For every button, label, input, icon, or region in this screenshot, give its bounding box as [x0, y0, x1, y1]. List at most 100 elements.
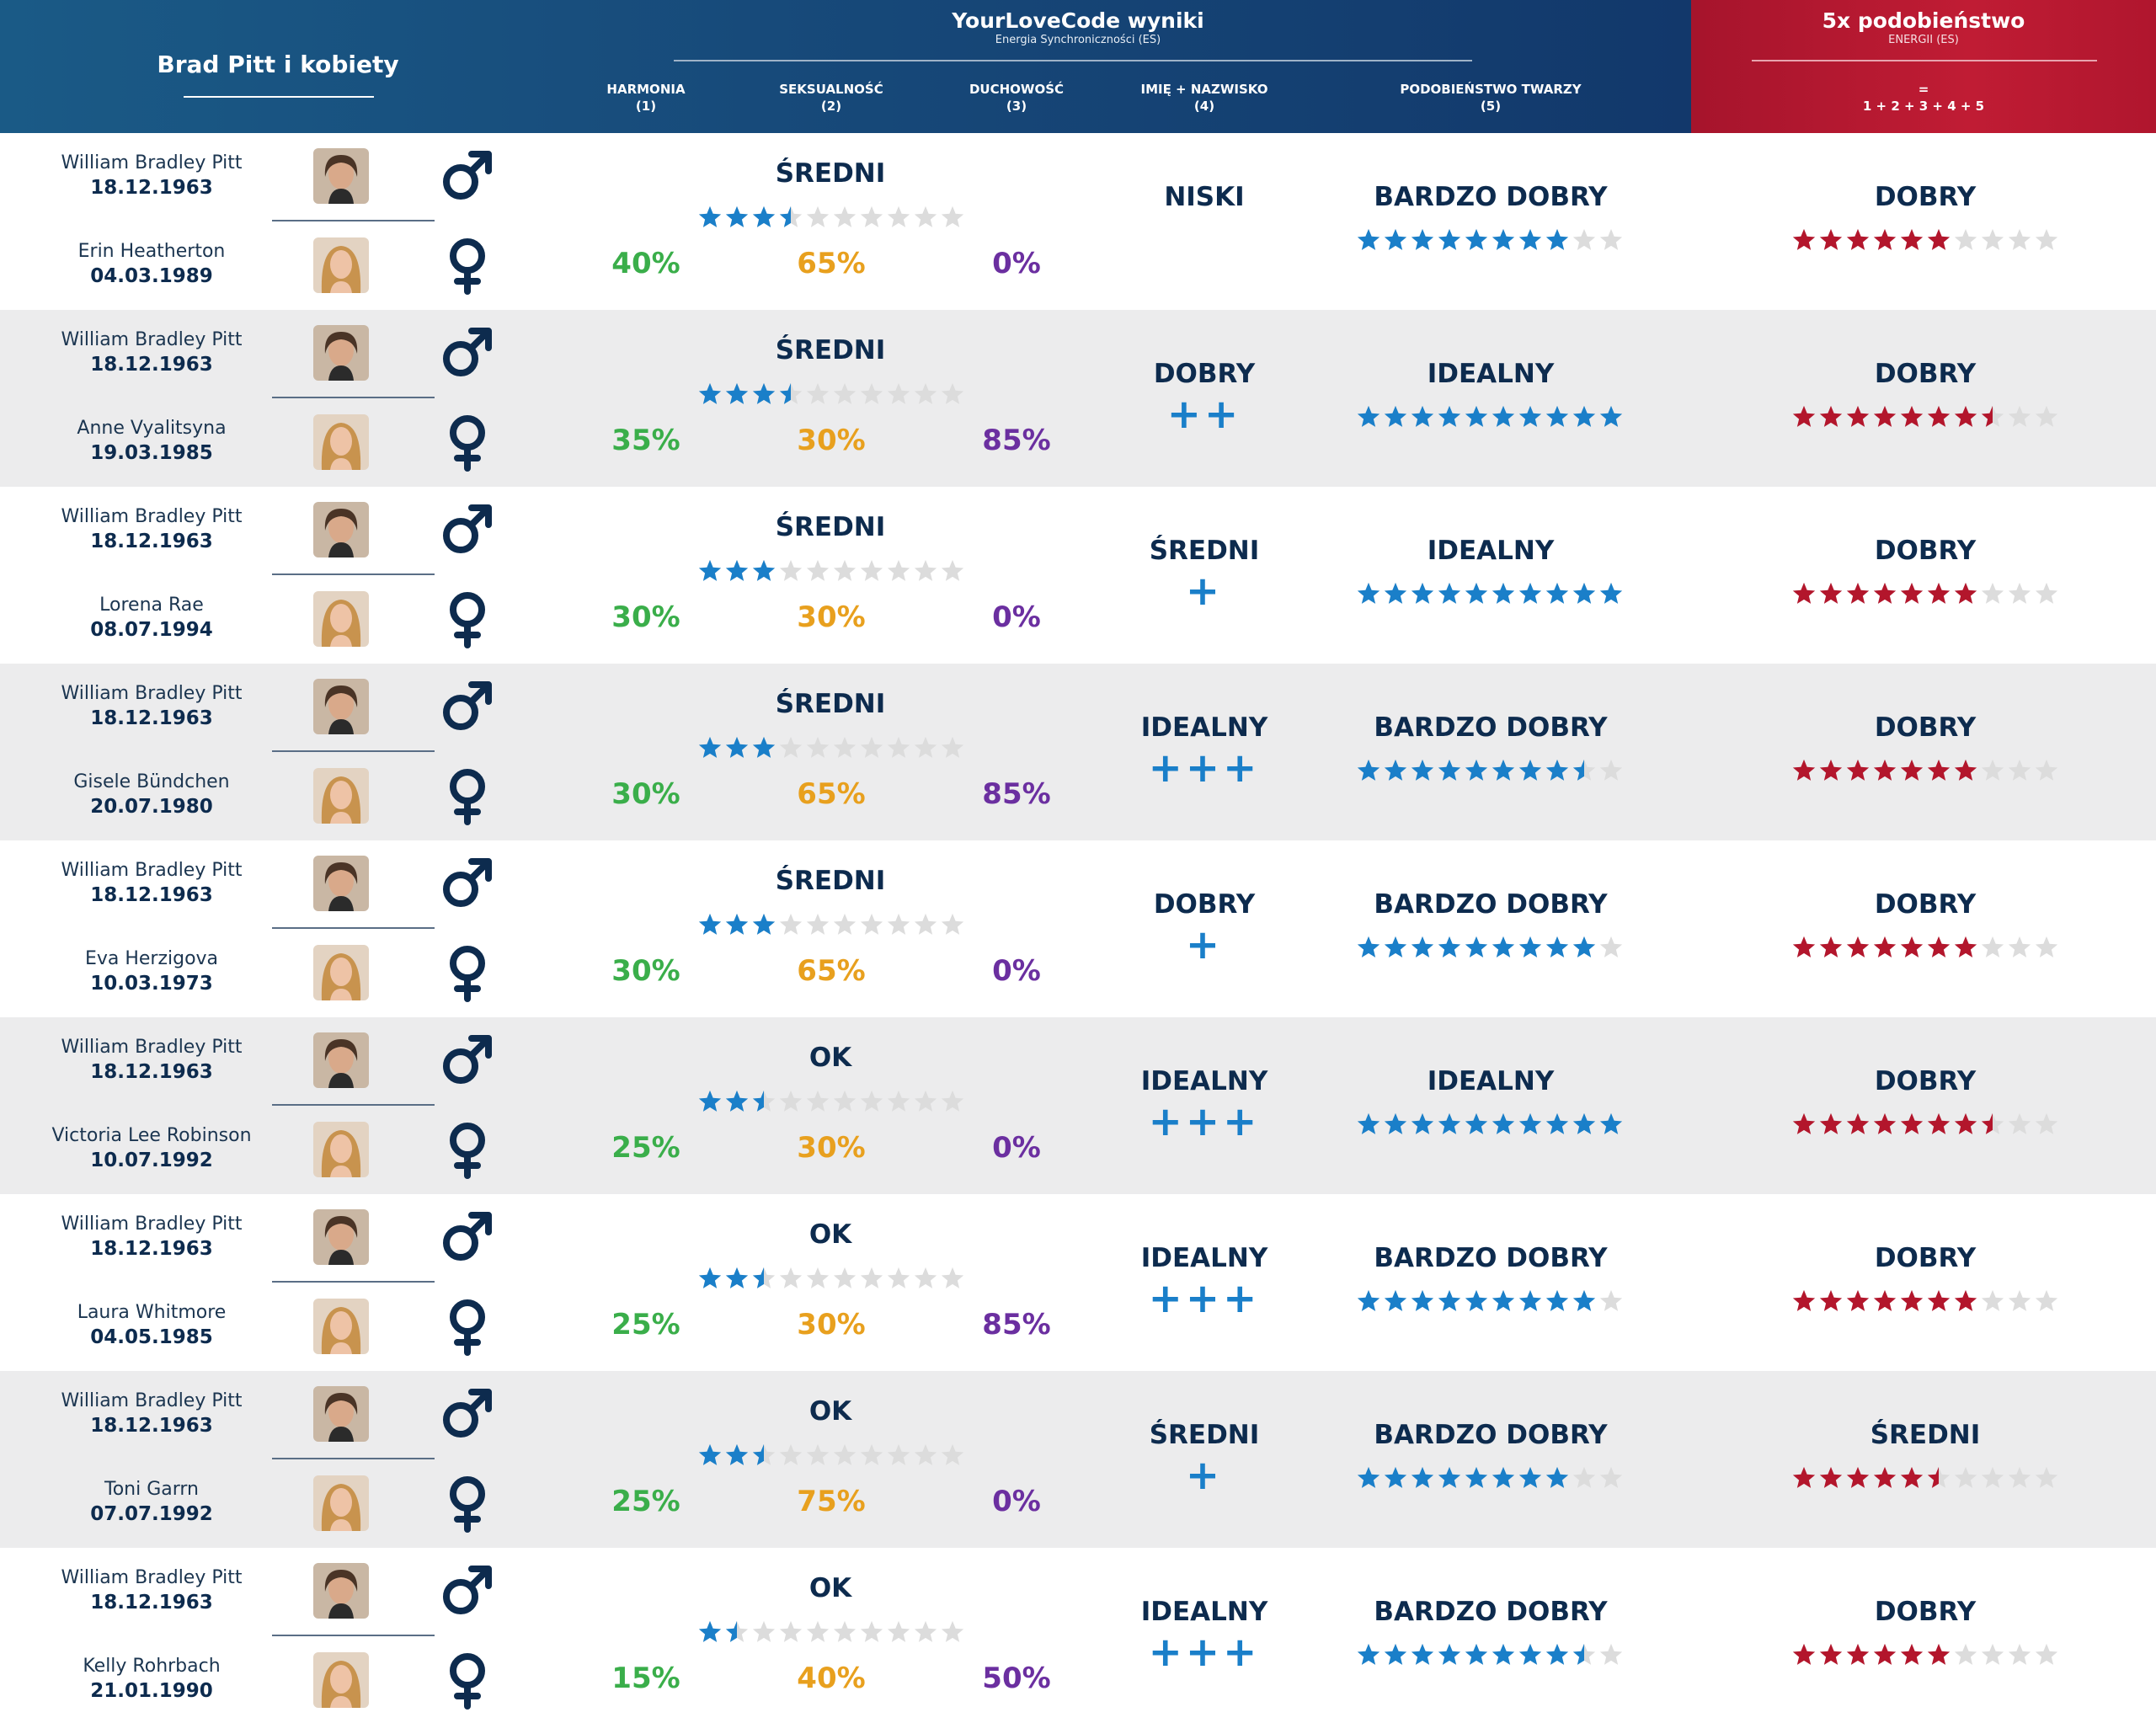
- star-icon: [1492, 405, 1515, 427]
- star-icon: [1357, 228, 1380, 250]
- star-icon: [698, 1090, 722, 1112]
- man-name: William Bradley Pitt: [61, 1390, 243, 1411]
- star-icon: [1518, 1112, 1542, 1134]
- comparison-row: William Bradley Pitt 18.12.1963 Erin Hea…: [0, 133, 2156, 310]
- sum-verdict: DOBRY: [1874, 889, 1977, 920]
- woman-info: Kelly Rohrbach 21.01.1990: [25, 1655, 278, 1704]
- female-symbol-icon: [438, 236, 497, 295]
- star-icon: [833, 1443, 857, 1465]
- star-icon: [914, 736, 937, 758]
- woman-name: Victoria Lee Robinson: [51, 1125, 252, 1146]
- star-icon: [1954, 936, 1977, 958]
- star-icon: [1792, 1466, 1816, 1488]
- star-icon: [1545, 582, 1569, 604]
- face-stars: [1356, 1642, 1624, 1667]
- column-header-number: (5): [1480, 99, 1502, 114]
- star-icon: [725, 1090, 749, 1112]
- face-stars: [1356, 1465, 1624, 1491]
- column-header-label: HARMONIA: [606, 82, 686, 97]
- es-verdict: ŚREDNI: [775, 335, 886, 365]
- sum-verdict: ŚREDNI: [1870, 1420, 1981, 1450]
- es-stars: [697, 1089, 965, 1114]
- star-icon: [725, 559, 749, 581]
- star-icon: [833, 1090, 857, 1112]
- column-header-seksualnosc: SEKSUALNOŚĆ (2): [755, 81, 907, 115]
- star-icon: [833, 559, 857, 581]
- duchowosc-percent: 50%: [982, 1662, 1051, 1695]
- star-icon: [1819, 1289, 1843, 1311]
- star-icon: [1819, 1112, 1843, 1134]
- star-icon: [1438, 1112, 1461, 1134]
- star-icon: [806, 1443, 830, 1465]
- man-info: William Bradley Pitt 18.12.1963: [25, 682, 278, 731]
- man-info: William Bradley Pitt 18.12.1963: [25, 859, 278, 908]
- star-icon: [1873, 936, 1897, 958]
- star-icon: [1927, 1112, 1951, 1134]
- name-plus-rating: +: [1185, 921, 1224, 968]
- star-icon: [887, 559, 910, 581]
- woman-birthdate: 21.01.1990: [90, 1680, 213, 1702]
- star-icon: [860, 205, 883, 227]
- star-icon: [1492, 1643, 1515, 1665]
- star-icon: [752, 1620, 776, 1642]
- star-icon: [1954, 759, 1977, 781]
- star-icon: [941, 382, 964, 404]
- name-verdict: DOBRY: [1153, 889, 1256, 920]
- star-icon: [1545, 936, 1569, 958]
- face-stars: [1356, 581, 1624, 606]
- column-header-number: (3): [1006, 99, 1027, 114]
- woman-avatar: [313, 414, 369, 470]
- man-name: William Bradley Pitt: [61, 1037, 243, 1058]
- man-avatar: [313, 1563, 369, 1619]
- star-icon: [1792, 759, 1816, 781]
- couple-divider: [272, 750, 435, 752]
- star-icon: [1518, 1289, 1542, 1311]
- star-icon: [1518, 582, 1542, 604]
- sum-stars: [1791, 758, 2059, 783]
- woman-info: Toni Garrn 07.07.1992: [25, 1478, 278, 1527]
- header-main-title: YourLoveCode wyniki: [952, 8, 1204, 33]
- star-icon: [1873, 1289, 1897, 1311]
- star-icon: [2035, 1643, 2058, 1665]
- star-icon: [833, 382, 857, 404]
- woman-name: Erin Heatherton: [77, 241, 226, 262]
- face-verdict: IDEALNY: [1427, 359, 1555, 389]
- star-icon: [1572, 759, 1596, 781]
- header-left-title: Brad Pitt i kobiety: [157, 51, 399, 78]
- star-icon: [2008, 582, 2031, 604]
- female-symbol-icon: [438, 589, 497, 648]
- star-icon: [1384, 405, 1407, 427]
- star-icon: [1981, 936, 2004, 958]
- star-icon: [1792, 228, 1816, 250]
- sum-verdict: DOBRY: [1874, 182, 1977, 212]
- star-icon: [1846, 1112, 1870, 1134]
- star-icon: [1873, 228, 1897, 250]
- star-icon: [941, 559, 964, 581]
- star-icon: [1465, 936, 1488, 958]
- star-icon: [914, 559, 937, 581]
- star-icon: [1873, 759, 1897, 781]
- star-icon: [1357, 936, 1380, 958]
- seksualnosc-percent: 30%: [797, 1131, 866, 1165]
- column-header-label: IMIĘ + NAZWISKO: [1140, 82, 1268, 97]
- header-red-panel: [1691, 0, 2156, 133]
- star-icon: [1384, 1643, 1407, 1665]
- star-icon: [2035, 759, 2058, 781]
- star-icon: [1438, 1289, 1461, 1311]
- star-icon: [1492, 1466, 1515, 1488]
- star-icon: [698, 382, 722, 404]
- man-name: William Bradley Pitt: [61, 860, 243, 881]
- face-verdict: BARDZO DOBRY: [1374, 182, 1608, 212]
- star-icon: [1954, 405, 1977, 427]
- name-verdict: ŚREDNI: [1149, 1420, 1260, 1450]
- star-icon: [806, 559, 830, 581]
- duchowosc-percent: 85%: [982, 424, 1051, 457]
- star-icon: [1927, 759, 1951, 781]
- star-icon: [1792, 582, 1816, 604]
- es-stars: [697, 558, 965, 584]
- man-birthdate: 18.12.1963: [90, 1415, 213, 1437]
- star-icon: [1599, 405, 1623, 427]
- header-red-underline: [1752, 60, 2097, 61]
- man-avatar: [313, 148, 369, 204]
- star-icon: [914, 913, 937, 935]
